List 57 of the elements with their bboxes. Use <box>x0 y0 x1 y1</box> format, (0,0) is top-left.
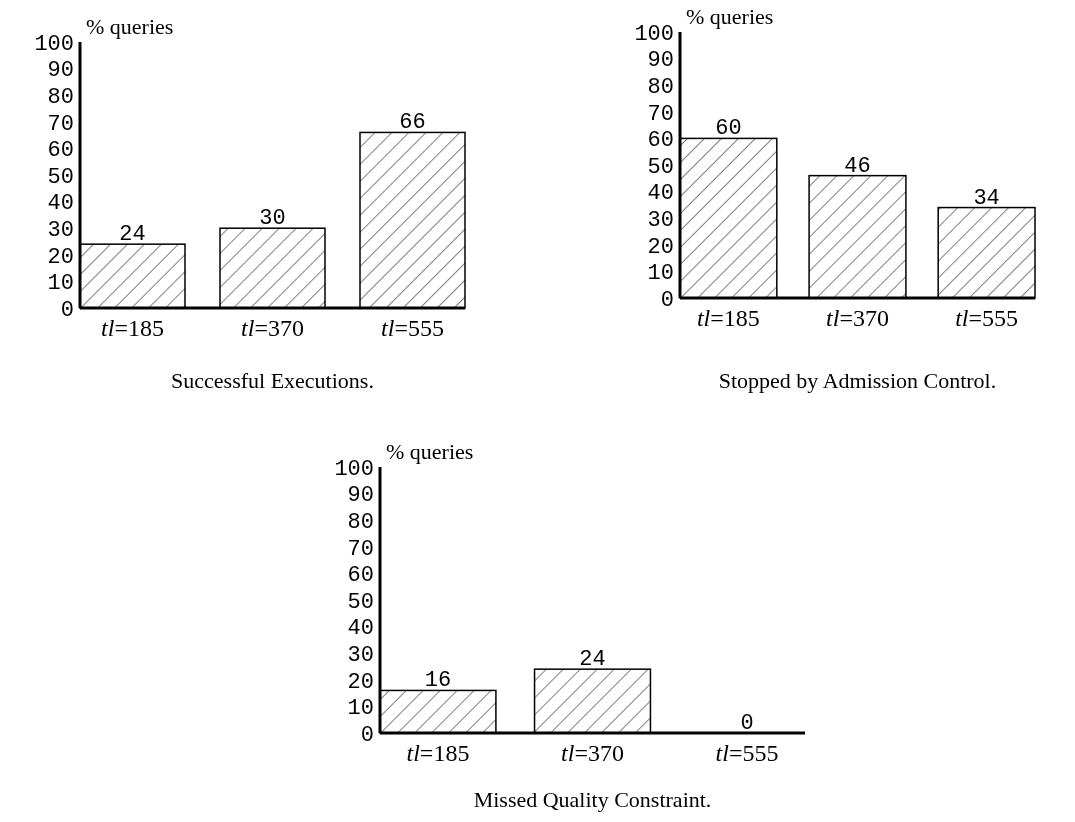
y-tick-label: 30 <box>47 217 74 243</box>
y-tick-label: 90 <box>347 483 374 509</box>
x-tick-label: tl=370 <box>826 305 889 331</box>
y-tick-label: 90 <box>647 48 674 74</box>
y-tick-label: 100 <box>34 31 74 57</box>
y-tick-label: 0 <box>60 297 74 323</box>
text: Missed Quality Constraint. <box>473 787 712 812</box>
y-tick-label: 50 <box>347 589 374 615</box>
y-axis-title: % queries <box>686 4 774 29</box>
data-label: 60 <box>715 116 742 142</box>
text: Stopped by Admission Control. <box>718 368 997 393</box>
y-tick-label: 80 <box>347 509 374 535</box>
data-label: 24 <box>579 647 606 673</box>
text: Successful Executions. <box>171 368 374 393</box>
y-tick-label: 10 <box>347 696 374 722</box>
data-label: 0 <box>740 711 754 736</box>
data-label: 30 <box>259 206 286 232</box>
y-tick-label: 40 <box>347 616 374 642</box>
y-axis-title: % queries <box>386 439 474 464</box>
x-tick-label: tl=555 <box>715 740 779 766</box>
x-tick-label: tl=185 <box>406 740 470 766</box>
y-tick-label: 80 <box>47 84 74 110</box>
y-tick-label: 70 <box>347 536 374 562</box>
y-tick-label: 30 <box>347 642 374 668</box>
y-tick-label: 60 <box>347 563 374 589</box>
data-label: 24 <box>119 222 146 248</box>
y-tick-label: 60 <box>47 138 74 164</box>
y-tick-label: 20 <box>47 244 74 270</box>
x-tick-label: tl=370 <box>561 740 624 766</box>
y-tick-label: 40 <box>647 181 674 207</box>
y-tick-label: 40 <box>47 191 74 217</box>
y-tick-label: 50 <box>647 154 674 180</box>
y-tick-label: 70 <box>47 111 74 137</box>
data-label: 34 <box>973 185 1000 211</box>
y-tick-label: 10 <box>47 271 74 297</box>
y-tick-label: 0 <box>360 722 374 748</box>
y-tick-label: 10 <box>647 261 674 287</box>
y-tick-label: 90 <box>47 58 74 84</box>
x-tick-label: tl=555 <box>955 305 1019 331</box>
data-label: 46 <box>844 153 871 179</box>
y-tick-label: 30 <box>647 207 674 233</box>
x-tick-label: tl=555 <box>381 315 444 341</box>
y-tick-label: 100 <box>334 456 374 482</box>
y-axis-title: % queries <box>86 14 174 39</box>
y-tick-label: 50 <box>47 164 74 190</box>
y-tick-label: 70 <box>647 101 674 127</box>
y-tick-label: 80 <box>647 74 674 100</box>
x-tick-label: tl=185 <box>696 305 760 331</box>
x-tick-label: tl=185 <box>101 315 164 341</box>
y-tick-label: 20 <box>347 669 374 695</box>
y-tick-label: 100 <box>634 21 674 47</box>
y-tick-label: 60 <box>647 128 674 154</box>
data-label: 16 <box>424 668 452 694</box>
x-tick-label: tl=370 <box>241 315 304 341</box>
data-label: 66 <box>399 110 426 136</box>
y-tick-label: 0 <box>660 287 674 313</box>
y-tick-label: 20 <box>647 234 674 260</box>
